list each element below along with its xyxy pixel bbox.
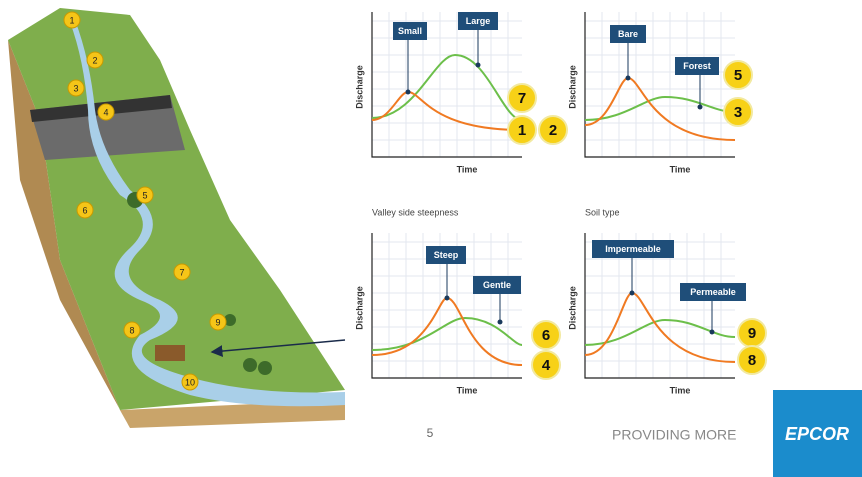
callout-point (475, 62, 481, 68)
callout-label: Small (398, 26, 422, 36)
x-axis-label: Time (457, 164, 478, 174)
callout-point (405, 89, 411, 95)
badge (723, 97, 753, 127)
graphs: Discharge Time Small Large 7 1 2 Discharge Time B… (354, 12, 767, 395)
x-axis-label: Time (670, 385, 691, 395)
base-front (120, 400, 345, 428)
axes (584, 12, 735, 158)
marker-circle (63, 11, 81, 29)
x-axis-label: Time (457, 385, 478, 395)
badge-label: 9 (748, 325, 756, 342)
callout-point (697, 104, 703, 110)
marker-label: 7 (179, 267, 184, 277)
callout-label: Bare (618, 29, 638, 39)
tagline: PROVIDING MORE (612, 427, 736, 443)
badge (531, 350, 561, 380)
marker-circle (209, 313, 227, 331)
badge-label: 3 (734, 104, 742, 121)
callout-point (497, 319, 503, 325)
green-curve (371, 53, 523, 121)
callout-point (709, 329, 715, 335)
marker-label: 6 (82, 205, 87, 215)
marker-label: 2 (92, 55, 97, 65)
badge-label: 1 (518, 122, 526, 139)
x-axis-label: Time (670, 164, 691, 174)
y-axis-label: Discharge (354, 286, 364, 330)
callout-box (610, 25, 646, 43)
green-curve (584, 95, 736, 121)
page-number: 5 (427, 426, 434, 440)
badge-label: 4 (542, 357, 551, 374)
tree (243, 358, 257, 372)
badge-label: 5 (734, 67, 742, 84)
marker-circle (76, 201, 94, 219)
marker-circle (123, 321, 141, 339)
orange-curve (584, 76, 736, 141)
y-axis-label: Discharge (567, 286, 577, 330)
callout-box (458, 12, 498, 30)
callout-box (592, 240, 674, 258)
marker-circle (136, 186, 154, 204)
callout-box (393, 22, 427, 40)
badge (723, 60, 753, 90)
marker-circle (181, 373, 199, 391)
badge-label: 2 (549, 122, 557, 139)
orange-curve (371, 90, 523, 131)
badge (507, 83, 537, 113)
callout-point (444, 295, 450, 301)
badge-label: 6 (542, 327, 550, 344)
pointer-arrow (210, 339, 346, 358)
tree (258, 361, 272, 375)
axes (584, 233, 735, 379)
callout-point (625, 75, 631, 81)
callout-point (629, 290, 635, 296)
callout-label: Gentle (483, 280, 511, 290)
marker-label: 4 (103, 107, 108, 117)
badge (737, 345, 767, 375)
marker-circle (173, 263, 191, 281)
marker-circle (86, 51, 104, 69)
axes (371, 12, 522, 158)
y-axis-label: Discharge (354, 65, 364, 109)
tree (224, 314, 236, 326)
marker-label: 9 (215, 317, 220, 327)
marker-label: 10 (185, 377, 195, 387)
logo-box (773, 390, 862, 477)
callout-box (680, 283, 746, 301)
marker-label: 3 (73, 83, 78, 93)
badge (507, 115, 537, 145)
badge-label: 8 (748, 352, 756, 369)
callout-label: Steep (434, 250, 459, 260)
badge-label: 7 (518, 90, 526, 107)
marker-label: 5 (142, 190, 147, 200)
badge (538, 115, 568, 145)
graph-caption: Valley side steepness (372, 207, 459, 217)
callout-label: Large (466, 16, 491, 26)
callout-label: Forest (683, 61, 711, 71)
marker-circle (97, 103, 115, 121)
callout-box (473, 276, 521, 294)
marker-circle (67, 79, 85, 97)
callout-label: Permeable (690, 287, 736, 297)
marker-label: 8 (129, 325, 134, 335)
green-curve (584, 318, 736, 346)
marker-label: 1 (69, 15, 74, 25)
callout-label: Impermeable (605, 244, 661, 254)
field (155, 345, 185, 361)
landscape (8, 8, 345, 428)
badge (531, 320, 561, 350)
logo: EPCOR (785, 424, 849, 444)
callout-box (426, 246, 466, 264)
y-axis-label: Discharge (567, 65, 577, 109)
callout-box (675, 57, 719, 75)
axes (371, 233, 522, 379)
graph-caption: Soil type (585, 207, 620, 217)
